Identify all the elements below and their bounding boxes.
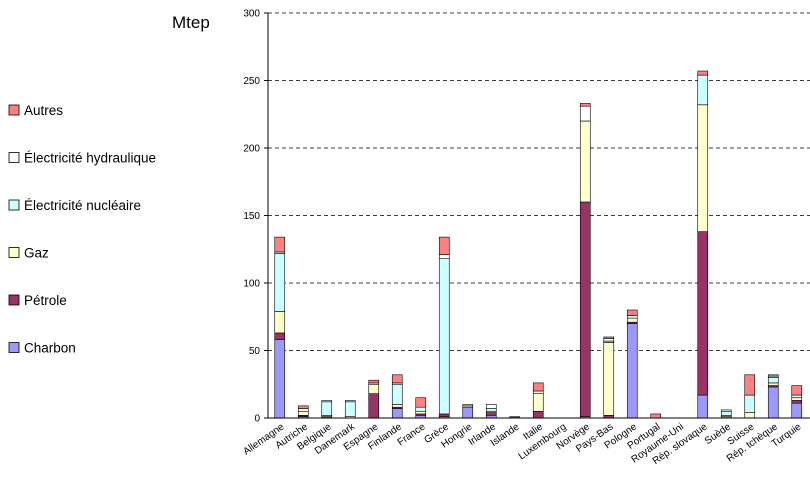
legend-label-electricite-hydraulique: Électricité hydraulique xyxy=(24,151,156,166)
bar-segment-gaz-france xyxy=(415,410,427,415)
y-tick-label: 300 xyxy=(243,9,260,20)
bar-segment-autres-norvege xyxy=(579,103,591,107)
bar-segment-electricite-hydraulique-irlande xyxy=(485,404,497,409)
bar-segment-gaz-norvege xyxy=(579,120,591,203)
bar-segment-electricite-hydraulique-suede xyxy=(720,409,732,412)
bar-segment-autres-allemagne xyxy=(274,236,286,253)
bar-segment-petrole-norvege xyxy=(579,201,591,417)
axis-layer xyxy=(264,12,810,419)
bar-segment-petrole-turquie xyxy=(791,400,803,404)
legend-label-petrole: Pétrole xyxy=(24,293,67,308)
unit-label: Mtep xyxy=(172,13,210,32)
bar-segment-petrole-irlande xyxy=(485,412,497,416)
legend-label-gaz: Gaz xyxy=(24,246,49,261)
bar-segment-charbon-allemagne xyxy=(274,339,286,419)
bar-segment-electricite-hydraulique-pays-bas xyxy=(603,338,615,342)
bar-segment-charbon-hongrie xyxy=(462,406,474,419)
bar-segment-charbon-finlande xyxy=(391,408,403,419)
bar-segment-gaz-rep-slovaque xyxy=(697,104,709,233)
category-label-france: France xyxy=(396,421,428,448)
y-tick-label: 0 xyxy=(254,414,260,425)
bar-segment-electricite-hydraulique-autriche xyxy=(297,408,309,412)
bar-segment-charbon-turquie xyxy=(791,402,803,419)
legend-label-charbon: Charbon xyxy=(24,341,76,356)
bar-segment-electricite-nucleaire-rep-slovaque xyxy=(697,74,709,106)
bar-segment-electricite-nucleaire-rep-tcheque xyxy=(767,377,779,384)
bar-segment-gaz-pologne xyxy=(626,317,638,323)
category-labels: AllemagneAutricheBelgiqueDanemarkEspagne… xyxy=(241,421,803,467)
bar-segment-electricite-nucleaire-finlande xyxy=(391,383,403,405)
bar-segment-electricite-nucleaire-suisse xyxy=(744,394,756,413)
legend: Autres Électricité hydraulique Électricité… xyxy=(8,103,156,356)
bar-segment-autres-rep-slovaque xyxy=(697,70,709,76)
bar-segment-gaz-suisse xyxy=(744,412,756,419)
bar-segment-electricite-nucleaire-belgique xyxy=(321,401,333,416)
bar-segment-gaz-espagne xyxy=(368,383,380,394)
bar-segment-petrole-italie xyxy=(532,410,544,419)
bar-segment-electricite-nucleaire-turquie xyxy=(791,394,803,399)
legend-swatch-gaz xyxy=(8,247,20,258)
bar-segment-petrole-rep-slovaque xyxy=(697,231,709,396)
y-tick-label: 200 xyxy=(243,144,260,155)
bar-segment-gaz-turquie xyxy=(791,397,803,401)
bar-segment-charbon-rep-tcheque xyxy=(767,386,779,419)
bar-segment-electricite-hydraulique-pologne xyxy=(626,315,638,319)
bar-segment-autres-finlande xyxy=(391,374,403,384)
bar-segment-petrole-allemagne xyxy=(274,332,286,341)
bar-segment-gaz-autriche xyxy=(297,410,309,416)
bar-segment-electricite-nucleaire-irlande xyxy=(485,408,497,412)
bar-segment-electricite-hydraulique-norvege xyxy=(579,105,591,122)
bar-segment-electricite-hydraulique-italie xyxy=(532,390,544,394)
bar-segment-autres-pays-bas xyxy=(603,336,615,339)
bars-layer xyxy=(274,70,803,419)
legend-swatch-autres xyxy=(8,104,20,116)
y-tick-labels: 0 50 100 150 200 250 300 xyxy=(243,9,260,425)
bar-segment-electricite-nucleaire-suede xyxy=(720,410,732,416)
legend-swatch-electricite-hydraulique xyxy=(8,152,20,163)
bar-segment-electricite-hydraulique-danemark xyxy=(344,400,356,403)
bar-segment-autres-rep-tcheque xyxy=(767,374,779,377)
bar-segment-gaz-pays-bas xyxy=(603,342,615,416)
bar-segment-electricite-hydraulique-grece xyxy=(438,254,450,259)
y-tick-label: 150 xyxy=(243,211,260,222)
bar-segment-autres-suisse xyxy=(744,374,756,396)
bar-segment-autres-espagne xyxy=(368,379,380,384)
bar-segment-electricite-nucleaire-grece xyxy=(438,258,450,415)
bar-segment-petrole-espagne xyxy=(368,393,380,419)
legend-label-electricite-nucleaire: Électricité nucléaire xyxy=(24,198,141,213)
bar-segment-gaz-allemagne xyxy=(274,311,286,334)
y-tick-label: 250 xyxy=(243,76,260,87)
bar-segment-autres-france xyxy=(415,397,427,408)
legend-swatch-electricite-nucleaire xyxy=(8,199,20,211)
bar-segment-charbon-pologne xyxy=(626,323,638,419)
grid-layer xyxy=(268,12,810,351)
bar-segment-gaz-italie xyxy=(532,393,544,412)
bar-segment-autres-turquie xyxy=(791,385,803,396)
legend-swatch-petrole xyxy=(8,294,20,306)
bar-segment-gaz-rep-tcheque xyxy=(767,382,779,386)
bar-segment-electricite-hydraulique-hongrie xyxy=(462,404,474,407)
legend-label-autres: Autres xyxy=(24,103,63,118)
bar-segment-electricite-nucleaire-allemagne xyxy=(274,253,286,312)
bar-segment-electricite-nucleaire-danemark xyxy=(344,401,356,417)
bar-segment-autres-pologne xyxy=(626,309,638,316)
bar-segment-autres-portugal xyxy=(650,413,662,419)
bar-segment-autres-autriche xyxy=(297,405,309,409)
y-tick-label: 100 xyxy=(243,279,260,290)
bar-segment-electricite-hydraulique-belgique xyxy=(321,400,333,403)
y-tick-label: 50 xyxy=(249,346,261,357)
bar-segment-autres-grece xyxy=(438,236,450,255)
bar-segment-electricite-nucleaire-france xyxy=(415,406,427,412)
bar-segment-autres-italie xyxy=(532,382,544,392)
bar-segment-petrole-grece xyxy=(438,413,450,417)
bar-segment-gaz-finlande xyxy=(391,404,403,408)
bar-segment-charbon-rep-slovaque xyxy=(697,394,709,419)
legend-swatch-charbon xyxy=(8,342,20,353)
